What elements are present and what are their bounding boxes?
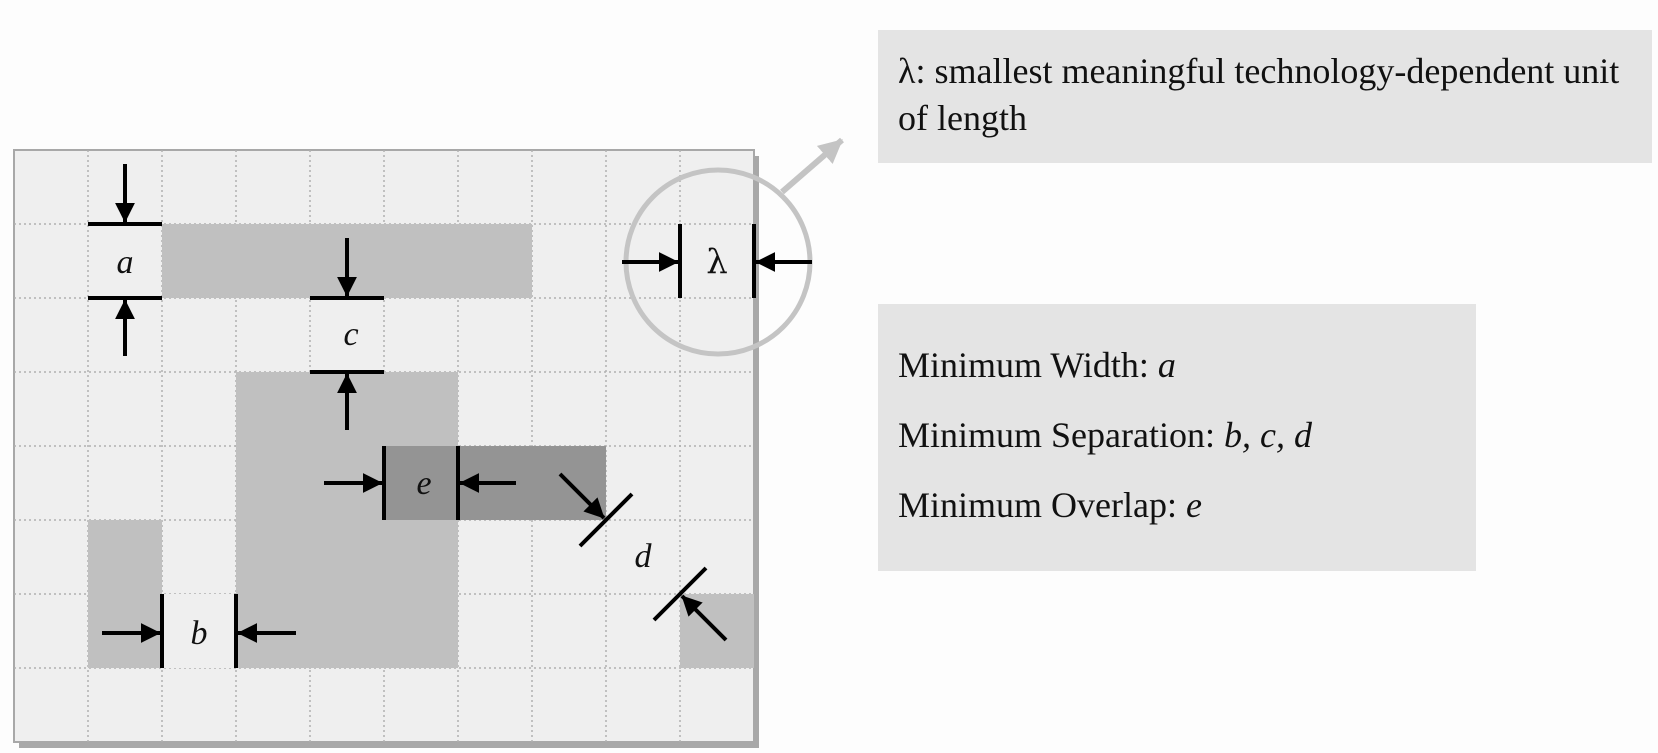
label-a: a xyxy=(117,244,134,281)
rule-label: Minimum Width: xyxy=(898,345,1158,385)
label-b: b xyxy=(191,615,208,652)
d-tick-upper xyxy=(578,492,634,548)
label-lambda: λ xyxy=(706,242,728,282)
d-arrow-lower xyxy=(680,594,728,642)
rule-minimum-overlap: Minimum Overlap: e xyxy=(898,474,1456,544)
b-gap-cell xyxy=(162,594,236,668)
dimension-marks xyxy=(88,164,812,668)
rule-label: Minimum Separation: xyxy=(898,415,1224,455)
rule-variables: a xyxy=(1157,345,1176,385)
lambda-definition-text: : smallest meaningful technology-depende… xyxy=(898,51,1620,138)
label-e: e xyxy=(416,465,431,502)
dimension-labels: a c e b d λ xyxy=(117,242,728,652)
lambda-symbol: λ xyxy=(898,51,916,91)
d-tick-lower xyxy=(652,566,708,622)
lambda-definition-box: λ: smallest meaningful technology-depend… xyxy=(878,30,1652,163)
label-d: d xyxy=(635,538,653,575)
label-c: c xyxy=(343,316,358,353)
design-rules-box: Minimum Width: a Minimum Separation: b, … xyxy=(878,304,1476,571)
d-arrow-upper xyxy=(558,472,606,520)
callout-arrow xyxy=(780,137,844,195)
rule-minimum-width: Minimum Width: a xyxy=(898,334,1456,404)
rule-label: Minimum Overlap: xyxy=(898,485,1186,525)
rule-minimum-separation: Minimum Separation: b, c, d xyxy=(898,404,1456,474)
rule-variables: b, c, d xyxy=(1223,415,1312,455)
rule-variables: e xyxy=(1185,485,1202,525)
